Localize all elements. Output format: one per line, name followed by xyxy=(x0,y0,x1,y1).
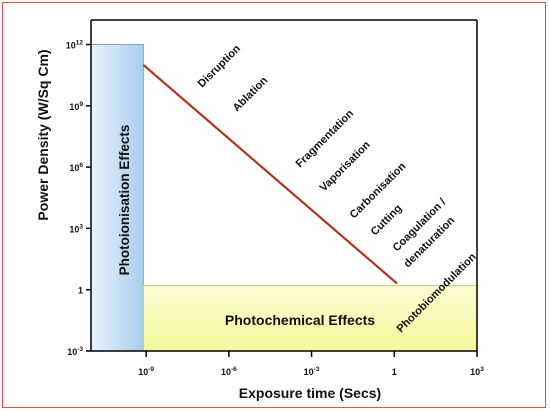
y-tick-label: 10-3 xyxy=(67,346,83,357)
region-photochemical xyxy=(142,285,478,352)
axis-ticks: 10-9 10-6 10-3 1 103 1012 109 106 103 1 10-3 xyxy=(66,40,484,377)
annotation-cutting: Cutting xyxy=(369,202,405,238)
x-tick-label: 103 xyxy=(470,366,484,377)
x-axis-label: Exposure time (Secs) xyxy=(239,385,381,401)
y-tick-label: 109 xyxy=(69,101,83,112)
annotation-vaporisation: Vaporisation xyxy=(318,139,373,194)
photoionisation-label: Photoionisation Effects xyxy=(117,125,132,276)
x-tick-label: 10-6 xyxy=(221,366,237,377)
annotation-disruption: Disruption xyxy=(196,43,244,91)
x-tick-label: 10-9 xyxy=(138,366,154,377)
y-axis-label: Power Density (W/Sq Cm) xyxy=(35,49,51,220)
region-photoionisation xyxy=(90,44,144,352)
annotation-ablation: Ablation xyxy=(231,74,271,114)
photochemical-label: Photochemical Effects xyxy=(225,312,375,328)
x-tick-label: 10-3 xyxy=(304,366,320,377)
y-tick-label: 103 xyxy=(69,223,83,234)
y-tick-label: 1 xyxy=(78,286,83,296)
y-tick-label: 1012 xyxy=(66,40,84,51)
x-tick-label: 1 xyxy=(392,367,397,377)
threshold-line xyxy=(142,64,398,285)
y-tick-label: 106 xyxy=(69,162,83,173)
